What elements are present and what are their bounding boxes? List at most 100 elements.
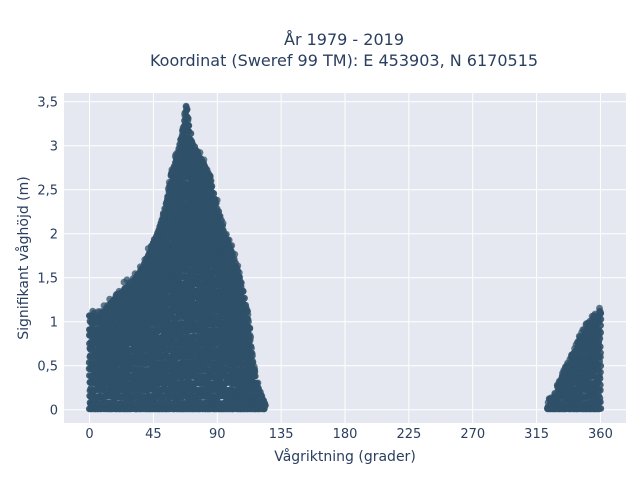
data-point [165,178,173,186]
x-tick-label: 360 [588,427,613,442]
data-point [582,327,590,334]
data-point [172,158,180,165]
x-tick-label: 135 [269,427,294,442]
data-point [596,386,604,394]
data-point [86,312,93,319]
x-tick-label: 45 [145,427,162,442]
data-point [233,265,241,273]
y-tick-label: 1,5 [37,271,58,286]
data-point [184,117,192,125]
data-point [142,256,150,264]
data-point [597,329,604,336]
data-point [597,368,604,376]
data-point [249,352,256,360]
x-tick-label: 90 [209,427,226,442]
data-point [597,349,604,357]
y-axis-ticks: 0 0,5 1 1,5 2 2,5 3 3,5 [37,95,58,418]
data-point [128,278,136,286]
data-point [168,168,176,176]
data-point [257,393,265,400]
chart-title-line2: Koordinat (Sweref 99 TM): E 453903, N 61… [150,51,538,70]
data-point [253,380,261,387]
data-point [568,358,576,365]
data-point [203,166,211,174]
data-point [136,263,144,271]
data-point [250,363,258,371]
data-point [188,138,196,145]
data-point [107,300,115,308]
x-axis-ticks: 0 45 90 135 180 225 270 315 360 [85,427,612,442]
data-point [544,403,552,411]
data-point [135,270,143,277]
data-point [227,242,234,250]
data-point [262,402,269,409]
data-point [596,394,604,402]
data-point [249,358,257,365]
data-point [564,364,572,372]
y-tick-label: 1 [50,315,58,330]
data-point [237,279,245,287]
data-point [596,343,604,351]
data-point [596,375,604,382]
data-point [150,239,157,247]
data-point [550,397,557,405]
data-point [553,391,561,398]
x-tick-label: 315 [524,427,549,442]
data-point [219,219,227,227]
data-point [578,335,586,342]
data-point [158,216,166,224]
data-point [147,248,154,256]
data-point [251,368,259,376]
data-point [236,273,244,281]
data-point [239,287,247,295]
data-point [596,335,604,342]
data-point [192,146,200,154]
data-point [93,314,100,321]
data-point [597,405,605,412]
y-tick-label: 3 [50,139,58,154]
data-point [588,312,596,320]
data-point [164,195,172,203]
y-tick-label: 0,5 [37,359,58,374]
data-point [208,182,216,190]
data-point [155,227,162,235]
x-tick-label: 0 [85,427,93,442]
data-point [561,371,569,378]
data-point [222,234,230,242]
x-tick-label: 270 [460,427,485,442]
x-tick-label: 225 [396,427,421,442]
data-point [597,362,605,370]
data-point [120,278,128,286]
y-tick-label: 3,5 [37,95,58,110]
y-tick-label: 0 [50,403,58,418]
data-point [216,212,224,220]
data-point [210,190,218,197]
data-point [246,325,254,333]
data-point [248,344,255,352]
data-point [597,322,604,329]
data-point [555,384,563,392]
data-points [85,102,605,413]
data-point [575,340,583,348]
data-point [211,195,218,203]
data-point [584,319,592,327]
data-point [245,318,252,326]
data-point [164,185,172,193]
grid-lines [64,93,626,423]
data-point [100,309,108,317]
y-tick-label: 2,5 [37,183,58,198]
data-point [187,130,195,137]
data-point [206,173,214,181]
y-axis-title: Signifikant våghöjd (m) [15,176,32,339]
chart-title-line1: År 1979 - 2019 [284,30,404,49]
x-axis-title: Vågriktning (grader) [274,448,416,465]
data-point [179,124,187,132]
data-point [114,292,122,299]
data-point [597,309,604,317]
data-point [590,318,597,326]
data-point [246,331,254,339]
data-point [242,304,250,312]
data-point [174,151,181,159]
